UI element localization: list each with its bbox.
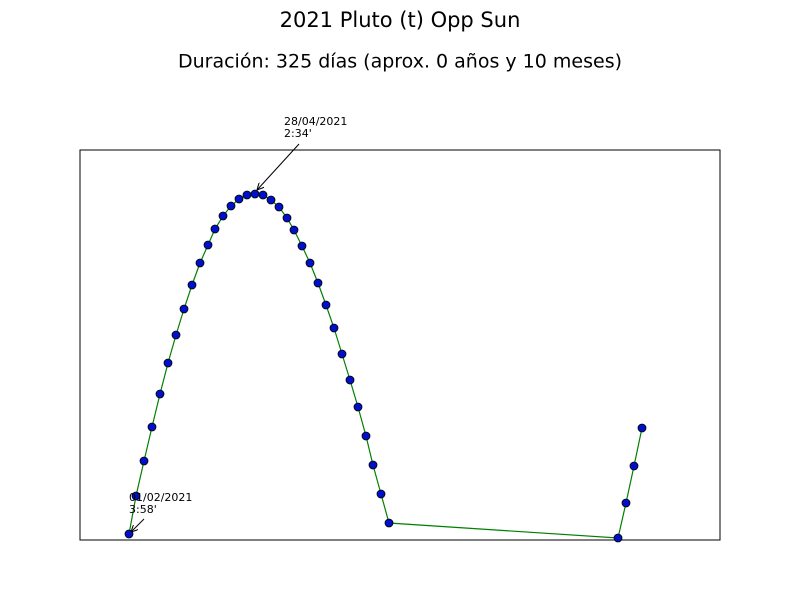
data-point — [139, 456, 149, 466]
data-point — [210, 224, 220, 234]
annotation-arrow — [131, 518, 145, 532]
data-point — [203, 240, 213, 250]
data-point — [376, 489, 386, 499]
data-point — [353, 402, 363, 412]
data-point — [313, 278, 323, 288]
data-point — [274, 202, 284, 212]
annotation-text: 28/04/2021 — [284, 115, 347, 128]
data-point — [613, 533, 623, 543]
plot-frame — [79, 149, 721, 541]
data-point — [179, 304, 189, 314]
data-line — [128, 193, 643, 539]
data-point — [187, 280, 197, 290]
data-point — [361, 431, 371, 441]
chart-title: 2021 Pluto (t) Opp Sun — [280, 8, 521, 32]
data-point — [171, 330, 181, 340]
data-point — [329, 323, 339, 333]
data-point — [226, 201, 236, 211]
data-point — [250, 189, 260, 199]
data-point — [242, 190, 252, 200]
data-point — [637, 423, 647, 433]
annotation-text: 3:58' — [129, 503, 157, 516]
data-point — [195, 258, 205, 268]
data-point — [337, 349, 347, 359]
annotation-text: 01/02/2021 — [129, 491, 192, 504]
annotation-text: 2:34' — [284, 127, 312, 140]
data-point — [621, 498, 631, 508]
data-point — [218, 211, 228, 221]
data-point — [321, 300, 331, 310]
data-point — [266, 195, 276, 205]
data-point — [305, 258, 315, 268]
data-point — [289, 225, 299, 235]
data-point — [155, 389, 165, 399]
data-point — [147, 422, 157, 432]
data-point — [297, 241, 307, 251]
data-point — [131, 491, 141, 501]
chart-subtitle: Duración: 325 días (aprox. 0 años y 10 m… — [178, 51, 622, 73]
data-point — [384, 518, 394, 528]
data-point — [163, 358, 173, 368]
data-point — [368, 460, 378, 470]
data-point — [234, 194, 244, 204]
data-point — [258, 190, 268, 200]
plot-area — [124, 189, 647, 543]
annotation-arrow — [257, 143, 300, 190]
data-point — [282, 213, 292, 223]
data-point — [345, 375, 355, 385]
data-point — [629, 461, 639, 471]
